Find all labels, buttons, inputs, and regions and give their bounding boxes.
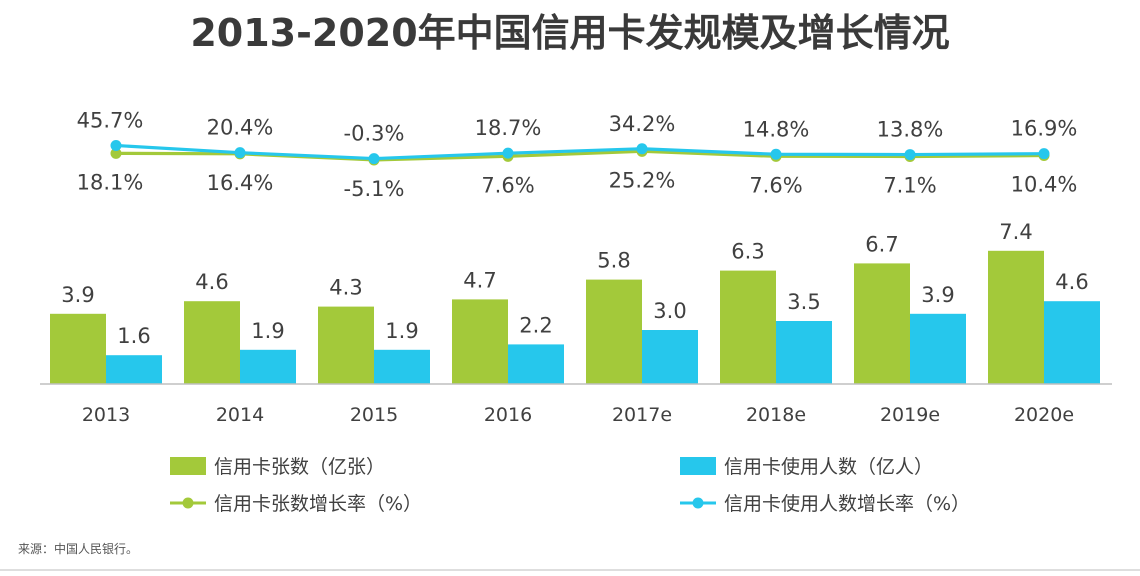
x-tick-label: 2015 xyxy=(350,404,398,426)
bar-users-2020e xyxy=(1044,301,1100,384)
growth-value-label: 18.1% xyxy=(77,170,144,194)
bar-value-label: 5.8 xyxy=(597,249,630,273)
legend-label: 信用卡使用人数增长率（%） xyxy=(724,493,970,515)
bar-value-label: 3.0 xyxy=(653,299,686,323)
bar-value-label: 2.2 xyxy=(519,313,552,337)
bar-cards-2014 xyxy=(184,301,240,384)
x-tick-label: 2013 xyxy=(82,404,130,426)
bar-value-label: 6.3 xyxy=(731,240,764,264)
growth-value-label: 10.4% xyxy=(1011,173,1078,197)
growth-point xyxy=(368,153,380,165)
growth-value-label: 7.6% xyxy=(749,173,802,197)
legend-marker xyxy=(692,497,704,509)
growth-value-label: 7.6% xyxy=(481,173,534,197)
x-tick-label: 2017e xyxy=(612,404,672,426)
bar-cards-2020e xyxy=(988,250,1044,384)
bar-users-2017e xyxy=(642,330,698,384)
bar-cards-2016 xyxy=(452,299,508,384)
growth-value-label: 45.7% xyxy=(77,108,144,132)
bar-value-label: 3.5 xyxy=(787,290,820,314)
growth-value-label: 16.4% xyxy=(207,171,274,195)
bar-value-label: 4.6 xyxy=(195,270,228,294)
growth-value-label: 7.1% xyxy=(883,173,936,197)
x-tick-label: 2016 xyxy=(484,404,532,426)
bar-value-label: 1.9 xyxy=(251,319,284,343)
growth-value-label: 16.9% xyxy=(1011,117,1078,141)
bar-users-2019e xyxy=(910,313,966,384)
chart-title: 2013-2020年中国信用卡发规模及增长情况 xyxy=(190,11,949,55)
growth-point xyxy=(770,148,782,160)
legend-label: 信用卡使用人数（亿人） xyxy=(724,456,933,478)
growth-value-label: 13.8% xyxy=(877,118,944,142)
bar-cards-2015 xyxy=(318,306,374,384)
growth-point xyxy=(110,139,122,151)
bar-cards-2018e xyxy=(720,270,776,384)
growth-point xyxy=(502,147,514,159)
bar-cards-2017e xyxy=(586,279,642,384)
growth-value-label: 14.8% xyxy=(743,117,810,141)
bar-users-2013 xyxy=(106,355,162,384)
bar-value-label: 3.9 xyxy=(921,283,954,307)
x-tick-label: 2014 xyxy=(216,404,264,426)
x-tick-label: 2018e xyxy=(746,404,806,426)
bar-value-label: 1.6 xyxy=(117,324,150,348)
bar-value-label: 3.9 xyxy=(61,283,94,307)
bar-cards-2019e xyxy=(854,263,910,384)
bar-value-label: 7.4 xyxy=(999,220,1032,244)
bar-value-label: 4.7 xyxy=(463,268,496,292)
growth-value-label: 34.2% xyxy=(609,112,676,136)
bars: 3.9 4.6 4.3 4.7 5.8 6.3 6.7 7.4 1.6 1.9 1.9 2.2 3.0 3… xyxy=(50,220,1100,384)
bar-cards-2013 xyxy=(50,313,106,384)
bar-users-2015 xyxy=(374,349,430,384)
growth-point xyxy=(904,149,916,161)
bar-users-2016 xyxy=(508,344,564,384)
growth-value-label: 18.7% xyxy=(475,116,542,140)
x-tick-label: 2020e xyxy=(1014,404,1074,426)
legend: 信用卡张数（亿张） 信用卡使用人数（亿人） 信用卡张数增长率（%） 信用卡使用人数增长… xyxy=(170,456,970,515)
bar-value-label: 4.3 xyxy=(329,276,362,300)
growth-point xyxy=(636,143,648,155)
legend-swatch xyxy=(170,457,206,475)
x-tick-label: 2019e xyxy=(880,404,940,426)
growth-value-label: -0.3% xyxy=(344,122,405,146)
growth-lines: 18.1% 16.4% -5.1% 7.6% 25.2% 7.6% 7.1% 10.4% 45.… xyxy=(77,108,1078,200)
bar-users-2018e xyxy=(776,321,832,384)
growth-value-label: -5.1% xyxy=(344,177,405,201)
bar-value-label: 1.9 xyxy=(385,319,418,343)
bar-value-label: 4.6 xyxy=(1055,270,1088,294)
legend-label: 信用卡张数（亿张） xyxy=(214,456,385,478)
growth-point xyxy=(234,147,246,159)
legend-swatch xyxy=(680,457,716,475)
growth-value-label: 25.2% xyxy=(609,168,676,192)
legend-label: 信用卡张数增长率（%） xyxy=(214,493,422,515)
source-note: 来源：中国人民银行。 xyxy=(18,541,138,556)
legend-marker xyxy=(182,497,194,509)
bar-value-label: 6.7 xyxy=(865,232,898,256)
growth-value-label: 20.4% xyxy=(207,116,274,140)
users-growth-line xyxy=(115,143,1045,161)
x-axis-ticks: 2013 2014 2015 2016 2017e 2018e 2019e 2020e xyxy=(82,404,1074,426)
growth-point xyxy=(1038,148,1050,160)
growth-point xyxy=(110,147,122,159)
bar-users-2014 xyxy=(240,349,296,384)
